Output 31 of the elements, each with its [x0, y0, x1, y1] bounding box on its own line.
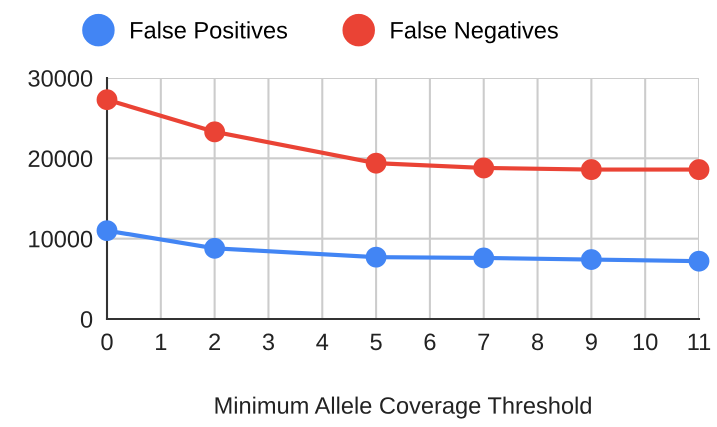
y-tick-label: 20000: [28, 150, 92, 168]
x-tick-label: 1: [156, 334, 166, 350]
x-tick-label: 10: [634, 334, 658, 350]
point: [366, 152, 387, 174]
legend-label: False Positives: [131, 21, 288, 39]
point: [96, 89, 118, 110]
point: [580, 159, 602, 180]
x-tick-label: 7: [478, 334, 490, 350]
point: [688, 250, 710, 272]
x-tick-label: 0: [101, 334, 113, 350]
x-tick-label: 6: [424, 334, 436, 350]
x-tick-label: 3: [262, 334, 274, 350]
point: [688, 159, 710, 180]
x-tick-label: 9: [586, 334, 597, 350]
legend-label: False Negatives: [391, 21, 558, 44]
x-axis-title: Minimum Allele Coverage Threshold: [216, 396, 591, 419]
point: [473, 158, 494, 178]
point: [473, 248, 494, 268]
y-tick-label: 30000: [28, 70, 92, 87]
point: [96, 220, 118, 242]
point: [366, 246, 387, 268]
x-tick-label: 2: [209, 334, 220, 350]
y-tick-label: 0: [80, 311, 92, 328]
y-tick-label: 10000: [29, 230, 92, 248]
x-tick-label: 8: [532, 334, 544, 350]
point: [204, 238, 226, 259]
point: [204, 121, 226, 142]
x-tick-label: 5: [370, 334, 382, 350]
point: [580, 249, 602, 270]
x-tick-label: 11: [688, 334, 710, 350]
x-tick-label: 4: [316, 334, 328, 350]
